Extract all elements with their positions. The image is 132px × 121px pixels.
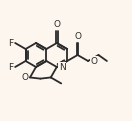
Text: F: F [8, 63, 13, 72]
Text: O: O [53, 20, 60, 29]
Text: O: O [90, 57, 97, 65]
Text: O: O [21, 73, 28, 82]
Text: O: O [74, 32, 81, 41]
Text: N: N [59, 63, 65, 72]
Text: F: F [8, 38, 13, 48]
